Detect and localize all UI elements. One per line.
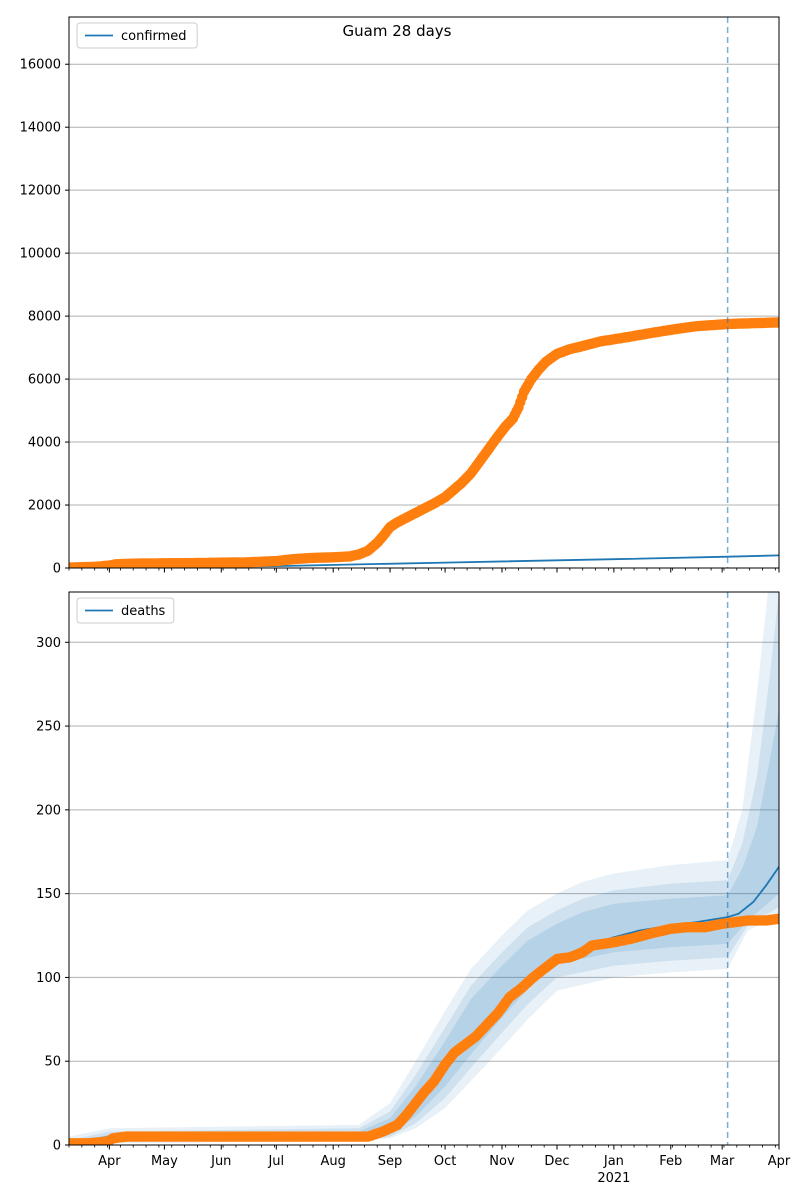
legend-box: [76, 597, 175, 624]
legend-box: [76, 22, 198, 49]
y-tick-label: 300: [36, 636, 61, 651]
y-tick-label: 16000: [20, 58, 61, 73]
legend: deaths: [76, 597, 175, 624]
deaths-panel: 0 50 100 150 200 250 300 deaths: [36, 591, 780, 1154]
x-tick-label: Apr: [768, 1154, 791, 1169]
y-tick-label: 0: [53, 562, 61, 577]
x-tick-label: Oct: [434, 1154, 456, 1169]
y-tick-label: 150: [36, 887, 61, 902]
plot-area: [69, 317, 779, 568]
x-tick-label: Jul: [267, 1154, 284, 1169]
y-tick-label: 100: [36, 971, 61, 986]
y-tick-label: 200: [36, 803, 61, 818]
y-tick-label: 14000: [20, 121, 61, 136]
legend-label: deaths: [121, 604, 166, 619]
x-tick-label: Mar: [710, 1154, 735, 1169]
y-tick-label: 8000: [28, 310, 61, 325]
y-tick-label: 250: [36, 720, 61, 735]
y-tick-label: 2000: [28, 499, 61, 514]
uncertainty-band: [69, 709, 779, 1145]
legend: confirmed: [76, 22, 198, 49]
x-tick-label: Dec: [544, 1154, 569, 1169]
x-tick-label: Feb: [659, 1154, 682, 1169]
x-axis: Apr May Jun Jul Aug Sep Oct Nov Dec Jan 2021 Feb Mar…: [98, 1154, 791, 1186]
figure-title: Guam 28 days: [343, 22, 452, 40]
x-tick-label: Aug: [320, 1154, 345, 1169]
x-year-label: 2021: [597, 1171, 630, 1186]
y-tick-label: 6000: [28, 373, 61, 388]
x-tick-label: Apr: [98, 1154, 121, 1169]
observed-point: [773, 317, 779, 328]
confirmed-panel: 0 2000 4000 6000 8000 10000 12000 14000 16000 con…: [20, 16, 780, 577]
plot-area: [69, 592, 779, 1145]
y-tick-label: 0: [53, 1139, 61, 1154]
x-tick-label: Jun: [210, 1154, 231, 1169]
y-tick-label: 12000: [20, 184, 61, 199]
y-tick-label: 50: [44, 1055, 61, 1070]
x-tick-label: Nov: [489, 1154, 515, 1169]
observed-point: [773, 913, 779, 924]
x-tick-label: Sep: [378, 1154, 403, 1169]
legend-label: confirmed: [121, 29, 187, 44]
x-tick-label: May: [151, 1154, 178, 1169]
x-tick-label: Jan: [603, 1154, 624, 1169]
y-tick-label: 10000: [20, 247, 61, 262]
axes-frame: [68, 16, 780, 569]
axes-frame: [68, 591, 780, 1146]
y-tick-label: 4000: [28, 436, 61, 451]
